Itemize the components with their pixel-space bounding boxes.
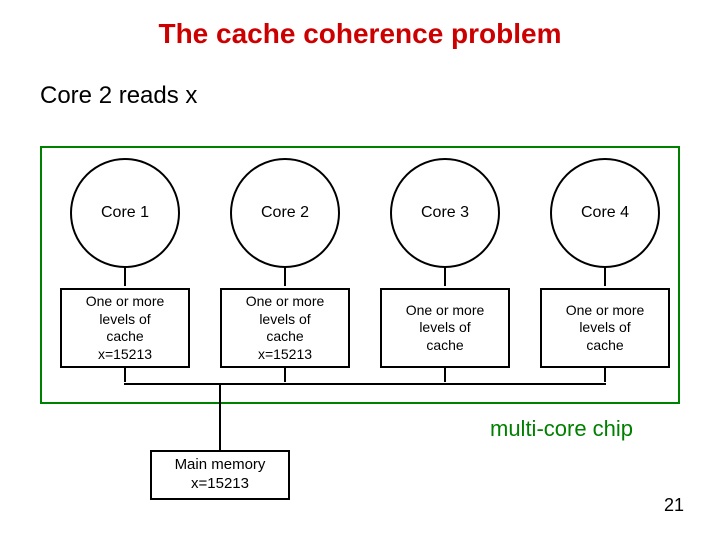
connector-cache-bus-2 (284, 368, 286, 382)
connector-core-cache-2 (284, 268, 286, 286)
cache-box-1: One or more levels of cache x=15213 (60, 288, 190, 368)
core-node-2: Core 2 (230, 158, 340, 268)
connector-cache-bus-1 (124, 368, 126, 382)
chip-label: multi-core chip (490, 416, 633, 442)
cache-box-4: One or more levels of cache (540, 288, 670, 368)
core-label: Core 2 (261, 204, 309, 222)
subtitle-text: Core 2 reads x (40, 82, 197, 109)
title-text: The cache coherence problem (158, 18, 561, 49)
interconnect-bus (124, 383, 606, 385)
core-node-1: Core 1 (70, 158, 180, 268)
core-label: Core 4 (581, 204, 629, 222)
main-memory-text: Main memory x=15213 (175, 456, 266, 494)
cache-text: One or more levels of cache x=15213 (86, 293, 165, 363)
subtitle: Core 2 reads x (40, 82, 197, 110)
connector-core-cache-1 (124, 268, 126, 286)
cache-box-3: One or more levels of cache (380, 288, 510, 368)
connector-cache-bus-4 (604, 368, 606, 382)
chip-label-text: multi-core chip (490, 416, 633, 441)
core-node-3: Core 3 (390, 158, 500, 268)
cache-text: One or more levels of cache x=15213 (246, 293, 325, 363)
cache-box-2: One or more levels of cache x=15213 (220, 288, 350, 368)
core-label: Core 3 (421, 204, 469, 222)
connector-bus-memory (219, 384, 221, 450)
page-title: The cache coherence problem (0, 18, 720, 50)
core-node-4: Core 4 (550, 158, 660, 268)
connector-cache-bus-3 (444, 368, 446, 382)
cache-text: One or more levels of cache (406, 302, 485, 355)
cache-text: One or more levels of cache (566, 302, 645, 355)
core-label: Core 1 (101, 204, 149, 222)
page-number: 21 (664, 495, 684, 516)
connector-core-cache-3 (444, 268, 446, 286)
connector-core-cache-4 (604, 268, 606, 286)
main-memory-box: Main memory x=15213 (150, 450, 290, 500)
